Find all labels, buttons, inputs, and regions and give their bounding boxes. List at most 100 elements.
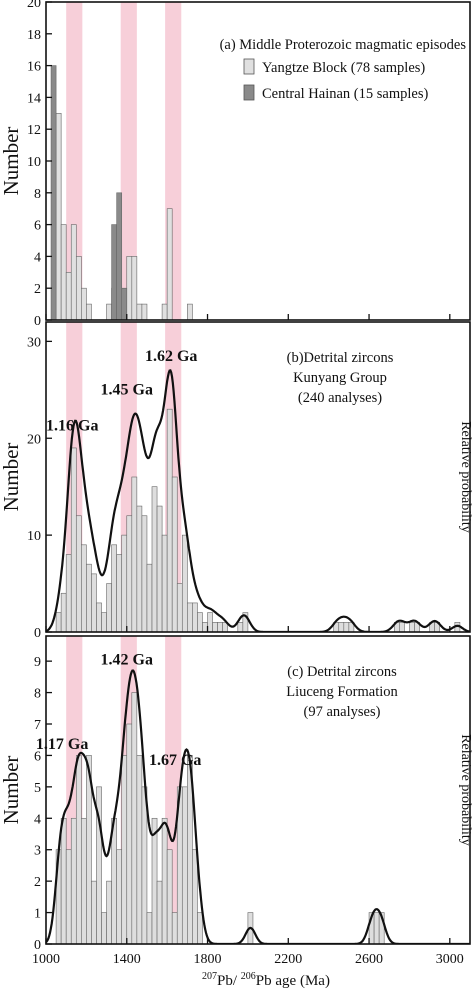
- bar: [146, 563, 153, 632]
- bar: [141, 515, 148, 632]
- y-tick-label: 6: [34, 219, 41, 234]
- y-tick-label: 8: [34, 187, 41, 202]
- bar: [101, 912, 107, 944]
- bar-yangtze: [131, 256, 138, 320]
- y-tick-label: 2: [34, 875, 41, 890]
- bar: [70, 817, 77, 944]
- panel-b: 0 10 20 30 Number Relative probability (b)Detr…: [0, 321, 473, 641]
- peak-label: 1.16 Ga: [46, 418, 98, 435]
- bar: [65, 554, 72, 632]
- bar-yangtze: [106, 303, 112, 320]
- bar: [111, 544, 117, 632]
- right-axis-label: Relative probability: [458, 734, 473, 846]
- peak-label: 1.67 Ga: [149, 752, 201, 769]
- x-axis-label-part: Pb age (Ma): [256, 973, 330, 989]
- bar: [338, 622, 345, 632]
- panel-title-line: Liuceng Formation: [286, 684, 398, 700]
- bar: [176, 583, 183, 632]
- bar: [242, 612, 249, 632]
- bar: [116, 849, 123, 944]
- y-tick-label: 3: [34, 844, 41, 859]
- bar: [75, 755, 82, 944]
- bar-yangtze: [55, 113, 62, 320]
- bar: [126, 723, 133, 944]
- y-tick-label: 2: [34, 282, 41, 297]
- bar: [136, 505, 143, 632]
- bar-yangtze: [65, 271, 72, 320]
- x-tick-label: 2600: [355, 952, 383, 967]
- panel-c: 0 1 2 3 4 5 6 7 8 9 Number Relative probability (c) …: [0, 635, 473, 953]
- bar: [121, 755, 128, 944]
- panel-title-line: (240 analyses): [298, 390, 382, 406]
- bar: [116, 554, 123, 632]
- bar-hainan: [116, 192, 123, 320]
- y-tick-label: 6: [34, 749, 41, 764]
- legend-label: Central Hainan (15 samples): [262, 86, 428, 102]
- age-band: [120, 2, 137, 320]
- y-tick-label: 1: [34, 907, 41, 922]
- probability-curve: [46, 669, 470, 944]
- x-tick-label: 1400: [113, 952, 141, 967]
- y-tick-label: 5: [34, 781, 41, 796]
- x-axis-label-part: Pb/: [217, 973, 241, 989]
- y-tick-label: 20: [27, 432, 41, 447]
- bar: [151, 817, 158, 944]
- bar: [151, 486, 158, 632]
- peak-label: 1.45 Ga: [101, 382, 153, 399]
- y-tick-label: 4: [34, 250, 41, 265]
- bar: [166, 849, 173, 944]
- y-tick-label: 8: [34, 687, 41, 702]
- panel-frame: [45, 321, 471, 633]
- bar: [192, 602, 198, 632]
- bar: [101, 612, 107, 632]
- bar: [126, 515, 133, 632]
- y-tick-label: 0: [34, 314, 41, 329]
- panel-frame: [45, 635, 471, 945]
- peak-label: 1.17 Ga: [36, 736, 88, 753]
- bar-hainan: [121, 287, 128, 320]
- bar: [96, 602, 102, 632]
- x-tick-label: 3000: [436, 952, 464, 967]
- bar-yangtze: [75, 256, 82, 320]
- bar-yangtze: [70, 224, 77, 320]
- bar: [373, 912, 380, 944]
- y-axis-label: Number: [0, 756, 23, 825]
- bar: [202, 622, 208, 632]
- bar-yangtze: [86, 303, 92, 320]
- panel-title-line: (97 analyses): [304, 704, 381, 720]
- bar: [106, 880, 112, 944]
- bar: [192, 849, 198, 944]
- bar-yangtze: [60, 224, 67, 320]
- bar: [60, 592, 67, 632]
- bar: [146, 912, 153, 944]
- panel-title: (a) Middle Proterozoic magmatic episodes: [220, 37, 467, 53]
- bar: [65, 849, 72, 944]
- x-axis-label-part: 207: [202, 971, 217, 982]
- bar: [197, 612, 203, 632]
- bar: [409, 622, 415, 632]
- bar: [111, 817, 117, 944]
- bar: [212, 622, 218, 632]
- right-axis-label: Relative probability: [458, 421, 473, 533]
- bar-yangtze: [81, 287, 87, 320]
- bar: [156, 505, 163, 632]
- age-band: [66, 2, 83, 320]
- bar: [70, 447, 77, 632]
- y-tick-label: 10: [27, 155, 41, 170]
- x-axis-label-part: 206: [241, 971, 256, 982]
- bar: [166, 408, 173, 632]
- y-tick-label: 30: [27, 335, 41, 350]
- y-tick-label: 0: [34, 938, 41, 953]
- panel-title-line: (b)Detrital zircons: [287, 350, 394, 366]
- y-tick-label: 14: [27, 91, 41, 106]
- y-tick-label: 12: [27, 123, 41, 138]
- bar: [91, 573, 97, 632]
- bar: [207, 612, 213, 632]
- bar: [81, 544, 87, 632]
- x-tick-label: 1000: [32, 952, 60, 967]
- y-tick-label: 7: [34, 718, 41, 733]
- bar: [86, 755, 92, 944]
- bar-yangtze: [166, 208, 173, 320]
- bar: [81, 817, 87, 944]
